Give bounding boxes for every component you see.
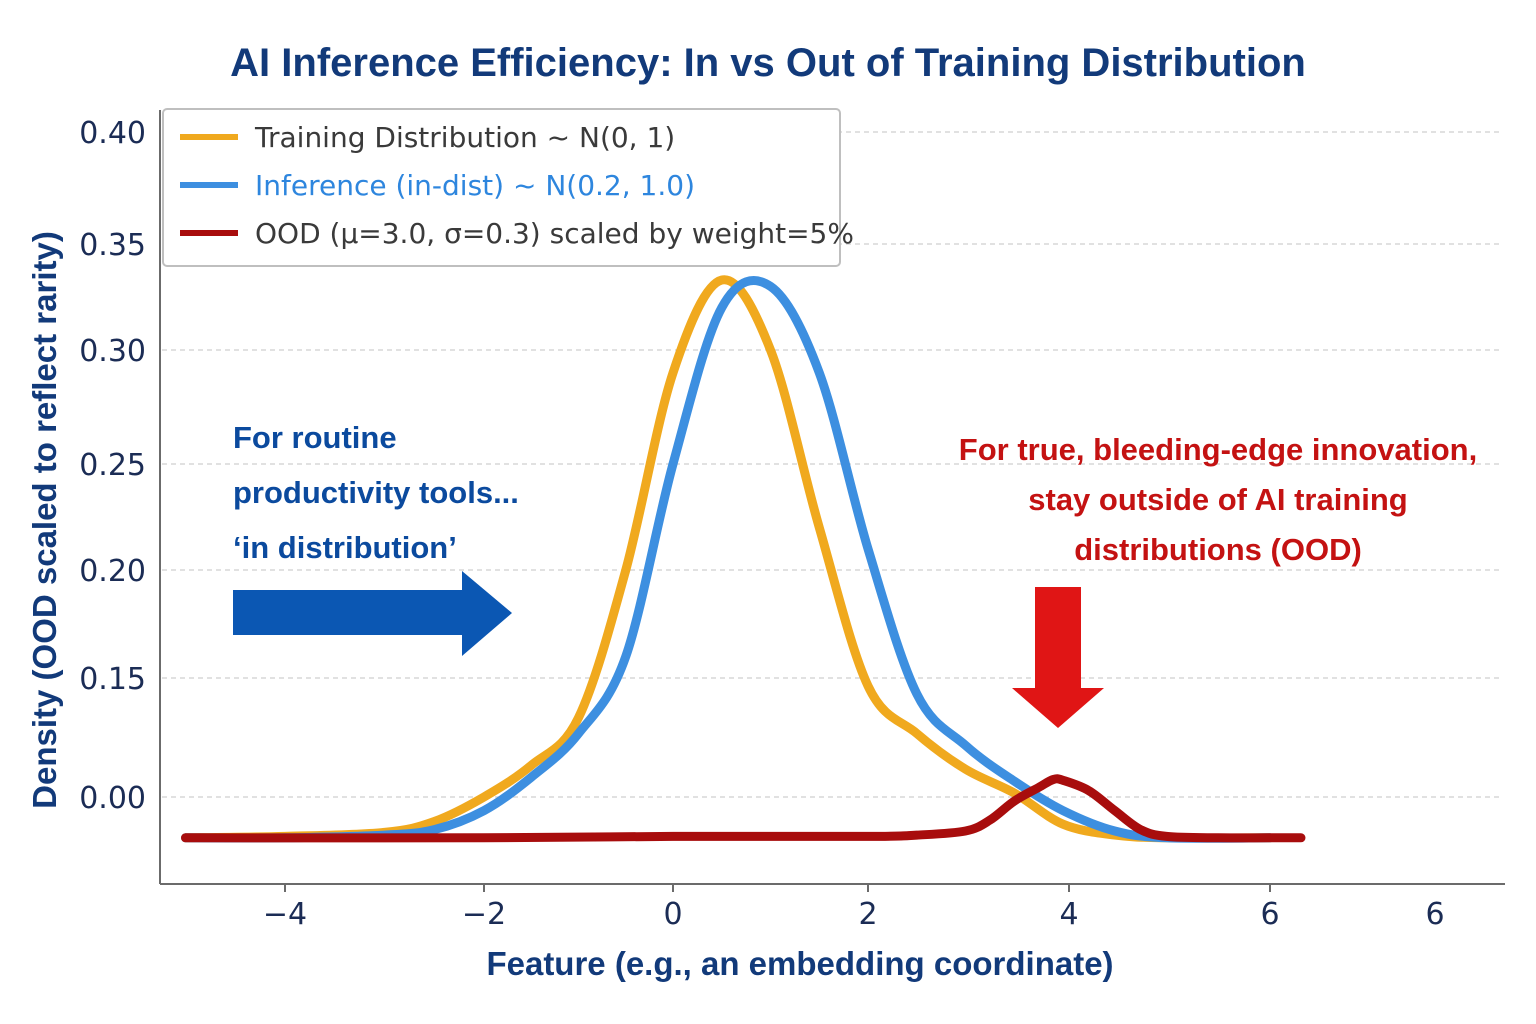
x-tick-label: 4 <box>1059 897 1078 932</box>
annotation-left-line: productivity tools... <box>233 475 519 510</box>
y-tick-label: 0.20 <box>79 554 146 589</box>
series-group <box>181 275 1306 843</box>
legend: Training Distribution ~ N(0, 1) Inference… <box>162 108 854 267</box>
y-tick-label: 0.30 <box>79 334 146 369</box>
annotation-right: For true, bleeding-edge innovation, stay … <box>959 432 1477 567</box>
y-tick-labels: 0.40 0.35 0.30 0.25 0.20 0.15 0.00 <box>79 116 146 816</box>
x-tick-label: 2 <box>858 897 877 932</box>
annotation-left-line: For routine <box>233 420 397 455</box>
x-tick-label: 6 <box>1260 897 1279 932</box>
annotation-left: For routine productivity tools... ‘in dist… <box>233 420 519 565</box>
legend-box <box>162 108 841 267</box>
legend-entry-ood: OOD (μ=3.0, σ=0.3) scaled by weight=5% <box>255 217 854 250</box>
x-tick-label: 0 <box>663 897 682 932</box>
x-tick-label: −2 <box>462 897 506 932</box>
annotation-right-line: stay outside of AI training <box>1028 482 1408 517</box>
x-tick-labels: −4 −2 0 2 4 6 6 <box>263 884 1445 932</box>
x-tick-label: −4 <box>263 897 307 932</box>
y-tick-label: 0.15 <box>79 662 146 697</box>
annotation-right-line: For true, bleeding-edge innovation, <box>959 432 1477 467</box>
series-line-ood <box>181 774 1306 843</box>
y-axis-label: Density (OOD scaled to reflect rarity) <box>26 231 63 809</box>
x-axis-label: Feature (e.g., an embedding coordinate) <box>486 945 1113 982</box>
legend-entry-inference: Inference (in-dist) ~ N(0.2, 1.0) <box>255 169 695 202</box>
series-line-training <box>181 275 1275 843</box>
y-tick-label: 0.40 <box>79 116 146 151</box>
y-tick-label: 0.25 <box>79 448 146 483</box>
annotation-left-line: ‘in distribution’ <box>233 530 457 565</box>
x-tick-label: 6 <box>1425 897 1444 932</box>
y-tick-label: 0.00 <box>79 781 146 816</box>
annotation-right-line: distributions (OOD) <box>1074 532 1362 567</box>
legend-entry-training: Training Distribution ~ N(0, 1) <box>254 121 675 154</box>
series-line-inference <box>181 275 1275 843</box>
right-arrow-icon <box>233 571 512 656</box>
down-arrow-icon <box>1012 587 1104 728</box>
chart-title: AI Inference Efficiency: In vs Out of Tr… <box>230 41 1306 85</box>
y-tick-label: 0.35 <box>79 228 146 263</box>
